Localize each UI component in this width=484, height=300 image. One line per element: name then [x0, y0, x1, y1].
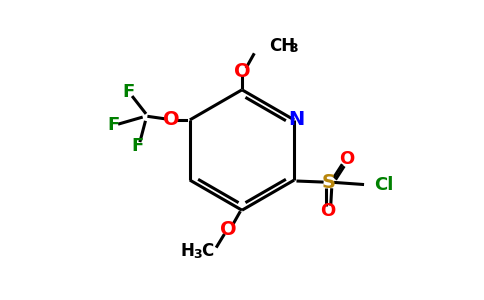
- Text: C: C: [201, 242, 213, 260]
- Text: H: H: [181, 242, 194, 260]
- Text: F: F: [107, 116, 120, 134]
- Text: CH: CH: [270, 37, 296, 55]
- Text: O: O: [234, 62, 250, 81]
- Text: F: F: [132, 137, 144, 155]
- Text: O: O: [163, 110, 180, 129]
- Text: 3: 3: [290, 42, 298, 56]
- Text: O: O: [220, 220, 237, 239]
- Text: S: S: [322, 173, 336, 192]
- Text: Cl: Cl: [375, 176, 394, 194]
- Text: 3: 3: [193, 248, 201, 260]
- Text: O: O: [320, 202, 335, 220]
- Text: O: O: [339, 150, 355, 168]
- Text: F: F: [122, 83, 135, 101]
- Text: N: N: [288, 110, 304, 129]
